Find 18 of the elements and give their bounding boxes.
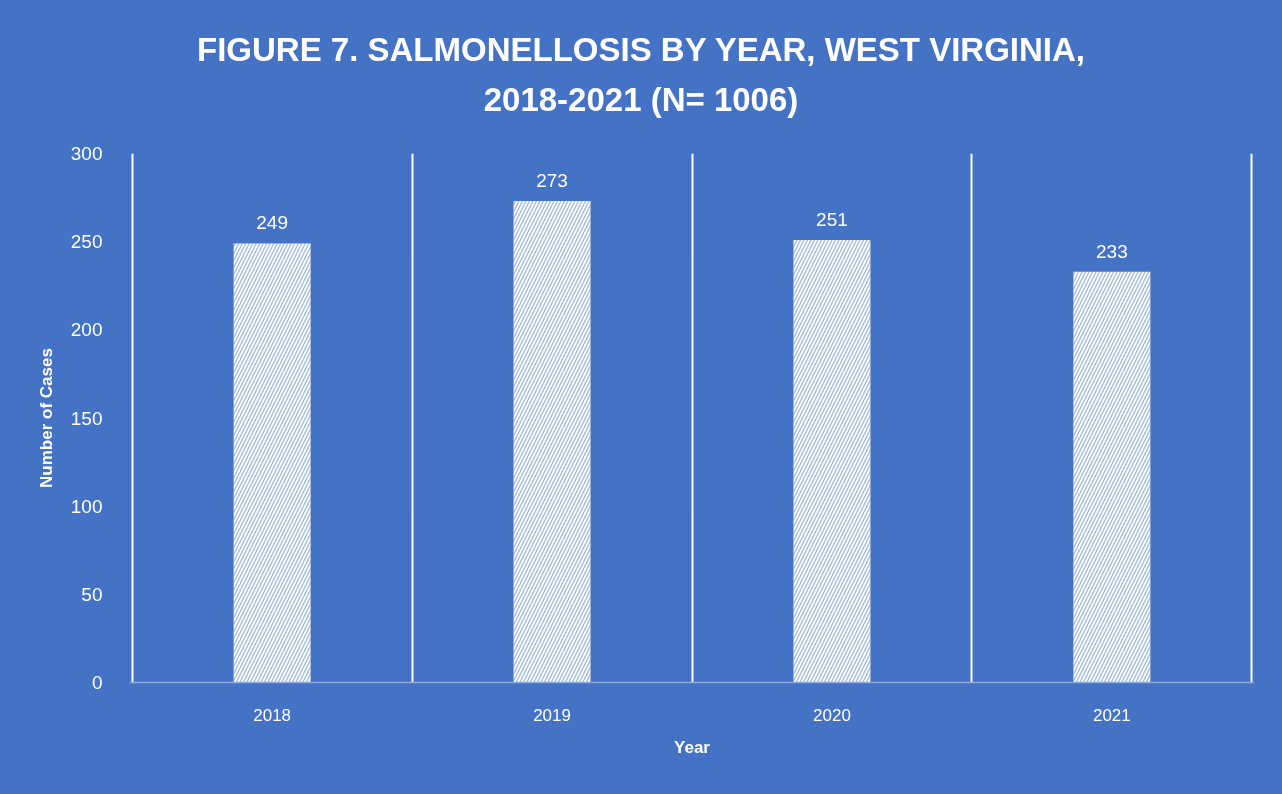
y-tick-label: 150	[70, 407, 103, 429]
data-label: 233	[1096, 240, 1128, 262]
y-axis-title: Number of Cases	[36, 348, 56, 488]
y-tick-label: 100	[70, 495, 103, 517]
y-tick-label: 300	[70, 143, 103, 164]
x-axis-title: Year	[674, 737, 711, 757]
y-tick-label: 0	[91, 672, 103, 693]
x-tick-label: 2020	[813, 705, 851, 725]
y-tick-label: 250	[70, 231, 103, 253]
y-tick-label: 50	[81, 583, 103, 605]
chart-title: FIGURE 7. SALMONELLOSIS BY YEAR, WEST VIRGINIA, 2018-2021 (N= 1006)	[195, 30, 1087, 120]
y-tick-label: 200	[70, 319, 103, 341]
x-tick-label: 2021	[1092, 705, 1131, 725]
x-tick-label: 2019	[533, 705, 571, 725]
data-label: 249	[256, 212, 288, 234]
data-label: 273	[536, 170, 568, 192]
x-tick-label: 2018	[253, 705, 292, 725]
data-label: 251	[816, 208, 848, 230]
